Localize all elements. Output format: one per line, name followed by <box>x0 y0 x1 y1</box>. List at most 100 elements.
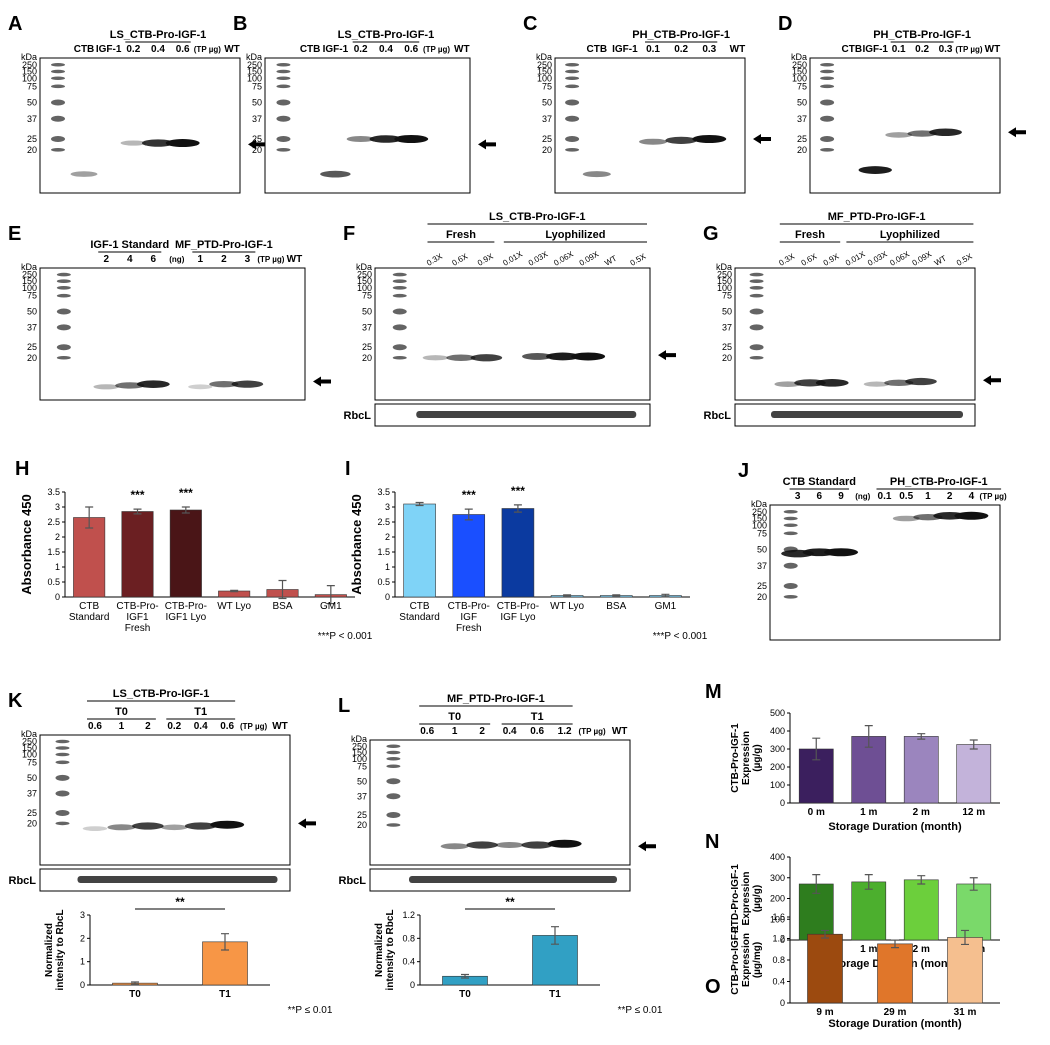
ladder-band <box>55 790 70 797</box>
x-tick-label: WT Lyo <box>550 601 584 612</box>
arrow <box>248 139 266 150</box>
ladder-band <box>392 308 407 315</box>
kda-label: kDa <box>356 262 372 272</box>
kda-label: 150 <box>22 276 37 286</box>
error-bar <box>961 929 969 946</box>
kda-label: 75 <box>722 291 732 301</box>
y-axis-label: Normalizedintensity to RbcL <box>374 909 396 990</box>
protein-band <box>82 826 108 831</box>
protein-band <box>892 515 920 522</box>
kda-label: 150 <box>352 748 367 758</box>
subgroup-label: T1 <box>531 711 544 723</box>
arrow <box>658 350 676 361</box>
y-tick-label: 200 <box>770 894 785 904</box>
error-bar <box>812 737 821 761</box>
y-tick-label: 3 <box>55 502 60 512</box>
lane-label: 0.9X <box>476 251 495 267</box>
note: ***P < 0.001 <box>318 631 373 642</box>
y-tick-label: 1.6 <box>772 912 785 922</box>
lane-label: WT <box>612 726 628 737</box>
lane-label: WT <box>603 254 618 268</box>
protein-band <box>422 355 449 361</box>
ladder-band <box>386 778 401 785</box>
lane-label: CTB <box>842 44 863 55</box>
lane-label: 2 <box>479 726 485 737</box>
error-bar <box>464 508 473 521</box>
kda-label: 250 <box>792 60 807 70</box>
lane-label: 1.2 <box>558 726 572 737</box>
kda-label: 37 <box>27 322 37 332</box>
x-tick-label: 29 m <box>884 1007 907 1018</box>
panel-letter: G <box>703 223 719 245</box>
blot-frame <box>374 267 651 401</box>
kda-label: kDa <box>21 52 37 62</box>
y-tick-label: 100 <box>770 780 785 790</box>
kda-label: 250 <box>22 737 37 747</box>
ladder-band <box>51 99 65 106</box>
protein-band <box>188 384 213 390</box>
group-label: MF_PTD-Pro-IGF-1 <box>447 693 545 705</box>
protein-band <box>470 354 503 362</box>
kda-label: 37 <box>357 791 367 801</box>
y-tick-label: 0 <box>80 980 85 990</box>
lane-label: 0.01X <box>501 249 524 268</box>
y-tick-label: 0 <box>780 998 785 1008</box>
protein-band <box>905 377 937 386</box>
lane-label: 0.6 <box>420 726 434 737</box>
protein-band <box>495 842 524 848</box>
ladder-band <box>820 69 835 74</box>
x-tick-label: 12 m <box>962 807 985 818</box>
kda-label: 25 <box>27 134 37 144</box>
rbcl-band <box>409 876 617 883</box>
x-tick-label: CTB-Pro-IGF Fresh <box>448 601 490 634</box>
kda-label: 20 <box>757 592 767 602</box>
x-tick-label: 9 m <box>816 1007 833 1018</box>
panel-letter: D <box>778 13 792 35</box>
ladder-band <box>276 99 291 106</box>
kda-label: 37 <box>542 114 552 124</box>
ladder-band <box>783 595 798 599</box>
protein-band <box>394 135 429 143</box>
lane-label: 3 <box>795 491 801 502</box>
kda-label: 150 <box>792 67 807 77</box>
protein-band <box>165 139 200 148</box>
lane-label: 1 <box>119 721 125 732</box>
ladder-band <box>56 293 71 298</box>
lane-label: IGF-1 <box>862 44 888 55</box>
subgroup-label: T1 <box>194 706 207 718</box>
lane-label: 0.6 <box>220 721 234 732</box>
rbcl-label: RbcL <box>9 875 37 887</box>
ladder-band <box>51 115 65 122</box>
error-bar <box>131 981 139 985</box>
kda-label: 20 <box>27 353 37 363</box>
kda-label: 150 <box>357 276 372 286</box>
lane-label: (TP µg) <box>240 722 267 731</box>
bar <box>501 508 535 598</box>
y-tick-label: 0 <box>55 592 60 602</box>
bar <box>73 517 106 598</box>
x-tick-label: WT Lyo <box>217 601 251 612</box>
ladder-band <box>51 69 65 74</box>
group-label: PH_CTB-Pro-IGF-1 <box>632 29 730 41</box>
y-axis-label: PTD-Pro-IGF-1Expression(µg/g) <box>730 864 763 933</box>
kda-label: kDa <box>351 734 367 744</box>
error-bar <box>133 508 142 515</box>
lane-label: 0.3 <box>702 44 716 55</box>
ladder-band <box>392 279 407 284</box>
ladder-band <box>565 76 580 81</box>
protein-band <box>858 166 892 174</box>
y-tick-label: 400 <box>770 852 785 862</box>
kda-label: 100 <box>22 283 37 293</box>
protein-band <box>320 170 351 178</box>
lane-label: IGF-1 <box>323 44 349 55</box>
bar <box>903 879 939 941</box>
lane-label: 2 <box>103 254 109 265</box>
x-tick-label: 31 m <box>954 1007 977 1018</box>
lane-label: (ng) <box>169 255 184 264</box>
kda-label: 37 <box>252 114 262 124</box>
y-tick-label: 2.5 <box>47 517 60 527</box>
lane-label: 0.09X <box>911 249 934 268</box>
y-tick-label: 1.5 <box>47 547 60 557</box>
lane-label: 1 <box>452 726 458 737</box>
panel-letter: E <box>8 223 21 245</box>
